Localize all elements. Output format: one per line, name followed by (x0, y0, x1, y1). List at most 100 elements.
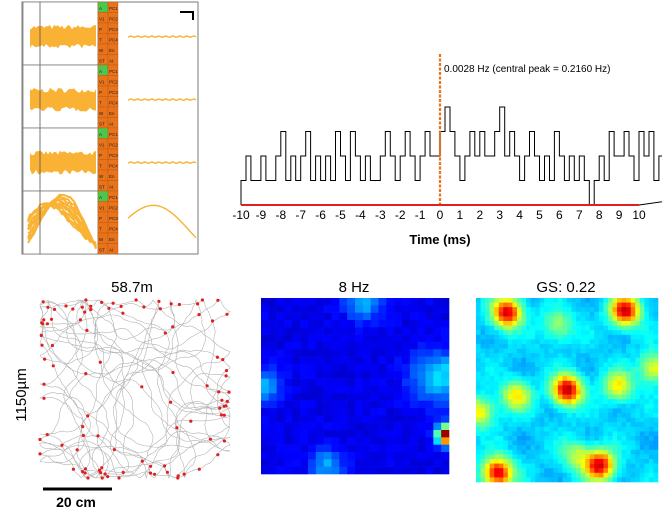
autocorr-map-cell (644, 311, 650, 317)
autocorr-map-cell (512, 339, 518, 345)
autocorr-map-cell (594, 298, 600, 303)
autocorr-map-cell (617, 307, 622, 313)
rate-map-cell (394, 400, 403, 409)
autocorr-map-cell (489, 334, 495, 340)
rate-map-cell (433, 342, 442, 350)
rate-map-cell (323, 393, 332, 401)
x-tick-label: -2 (395, 208, 406, 222)
autocorr-map-cell (530, 459, 536, 464)
rate-map-cell (417, 400, 426, 409)
autocorr-map-cell (589, 330, 595, 336)
autocorr-map-cell (653, 472, 659, 478)
autocorr-map-cell (644, 431, 650, 437)
rate-map-cell (355, 400, 364, 409)
autocorr-map-cell (494, 445, 500, 451)
rate-map-cell (441, 415, 450, 423)
autocorr-map-cell (562, 339, 568, 345)
rate-map-cell (276, 437, 285, 445)
autocorr-map-cell (530, 426, 536, 432)
autocorr-map-cell (567, 302, 572, 308)
rate-map-cell (339, 371, 348, 379)
autocorr-map-cell (648, 344, 654, 349)
rate-map-cell (370, 444, 379, 453)
rate-map-cell (362, 408, 371, 416)
autocorr-map-cell (567, 468, 572, 474)
autocorr-map-cell (503, 459, 509, 464)
autocorr-map-cell (548, 454, 554, 460)
rate-map-cell (417, 430, 426, 438)
spike-dot (51, 364, 55, 368)
rate-map-cell (441, 378, 450, 387)
autocorr-map-cell (498, 403, 504, 409)
autocorr-map-cell (544, 445, 550, 451)
rate-map-cell (315, 378, 324, 387)
autocorr-map-cell (494, 380, 500, 386)
rate-map-cell (378, 371, 387, 379)
autocorr-map-cell (576, 477, 581, 483)
autocorr-map-cell (607, 413, 613, 418)
autocorr-map-cell (535, 426, 540, 432)
x-tick-label: 3 (496, 208, 503, 222)
autocorr-map-cell (535, 371, 540, 377)
rate-map-cell (425, 393, 434, 401)
autocorr-map-cell (526, 431, 531, 437)
autocorr-map-cell (489, 394, 495, 400)
rate-map-cell (394, 305, 403, 313)
rate-map-cell (261, 371, 270, 379)
autocorr-map-cell (580, 468, 586, 474)
rate-map-cell (308, 371, 317, 379)
autocorr-map-cell (607, 307, 613, 313)
autocorr-map-cell (548, 440, 554, 446)
autocorr-map-cell (485, 399, 490, 405)
spike-dot (222, 439, 226, 443)
rate-map-cell (268, 452, 277, 460)
autocorr-map-cell (521, 348, 527, 354)
autocorr-map-cell (485, 403, 490, 409)
rate-map-cell (402, 430, 411, 438)
spike-dot (205, 384, 209, 388)
autocorr-map-cell (626, 445, 631, 451)
autocorr-map-cell (626, 390, 631, 395)
autocorr-map-cell (617, 422, 622, 428)
rate-map-cell (355, 364, 364, 372)
spike-dot (225, 312, 229, 316)
autocorr-map-cell (553, 334, 559, 340)
autocorr-map-cell (480, 399, 486, 405)
rate-map-cell (276, 327, 285, 335)
autocorr-map-cell (489, 468, 495, 474)
autocorr-map-cell (567, 472, 572, 478)
channel-tag-label: PC1 (109, 6, 118, 11)
rate-map-cell (347, 459, 356, 467)
autocorr-map-cell (585, 302, 591, 308)
autocorr-map-cell (598, 436, 604, 441)
autocorr-map-cell (503, 362, 509, 368)
autocorr-map-cell (553, 431, 559, 437)
rate-map-cell (347, 437, 356, 445)
autocorr-map-cell (639, 436, 645, 441)
rate-map-cell (284, 356, 293, 365)
autocorr-map-cell (607, 431, 613, 437)
x-tick-label: 1 (457, 208, 464, 222)
autocorr-map-cell (598, 445, 604, 451)
autocorr-map-cell (571, 477, 577, 483)
autocorr-map-cell (553, 422, 559, 428)
autocorr-map-cell (580, 399, 586, 405)
autocorr-map-cell (585, 445, 591, 451)
autocorr-map-cell (585, 367, 591, 372)
autocorr-map-cell (594, 334, 600, 340)
autocorr-map-cell (562, 477, 568, 483)
autocorr-map-cell (639, 459, 645, 464)
rate-map-cell (261, 444, 270, 453)
rate-map-cell (402, 327, 411, 335)
rate-map-cell (347, 452, 356, 460)
autocorr-map-cell (557, 321, 563, 326)
autocorr-map-cell (512, 413, 518, 418)
autocorr-map-cell (626, 394, 631, 400)
autocorr-map-cell (544, 298, 550, 303)
rate-map-cell (331, 466, 340, 475)
autocorr-map-cell (621, 302, 627, 308)
autocorr-map-cell (603, 298, 609, 303)
autocorr-map-cell (607, 380, 613, 386)
autocorr-map-cell (526, 413, 531, 418)
rate-map-cell (276, 393, 285, 401)
